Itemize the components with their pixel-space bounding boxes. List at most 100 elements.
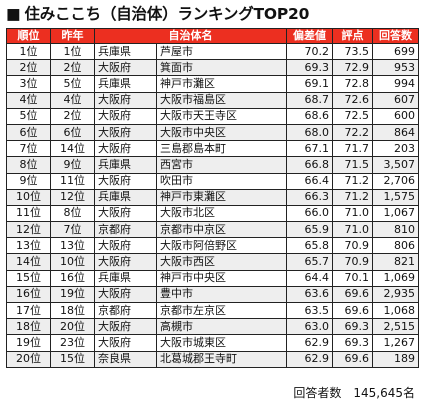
cell-deviation: 65.9 [286, 221, 333, 239]
cell-last-year: 16位 [50, 269, 95, 287]
cell-responses: 821 [372, 253, 419, 271]
table-header-row: 順位 昨年 自治体名 偏差値 評点 回答数 [6, 28, 419, 44]
cell-last-year: 8位 [50, 204, 95, 223]
cell-last-year: 5位 [50, 75, 95, 93]
cell-score: 73.5 [332, 42, 373, 61]
table-row: 16位 19位 大阪府 豊中市 63.6 69.6 2,935 [6, 285, 419, 304]
cell-municipality: 大阪市城東区 [156, 334, 287, 352]
table-row: 13位 13位 大阪府 大阪市阿倍野区 65.8 70.9 806 [6, 237, 419, 255]
cell-municipality: 箕面市 [156, 59, 287, 77]
table-row: 6位 6位 大阪府 大阪市中央区 68.0 72.2 864 [6, 123, 419, 142]
cell-responses: 607 [372, 91, 419, 109]
cell-deviation: 67.1 [286, 140, 333, 158]
cell-responses: 1,575 [372, 188, 419, 206]
cell-score: 71.2 [332, 188, 373, 206]
cell-rank: 16位 [6, 285, 51, 304]
cell-prefecture: 京都府 [94, 221, 157, 239]
table-row: 20位 15位 奈良県 北葛城郡王寺町 62.9 69.6 189 [6, 350, 419, 368]
header-last-year: 昨年 [50, 28, 95, 44]
cell-prefecture: 大阪府 [94, 140, 157, 158]
respondent-count-value: 145,645名 [353, 386, 415, 400]
cell-prefecture: 大阪府 [94, 204, 157, 223]
table-row: 9位 11位 大阪府 吹田市 66.4 71.2 2,706 [6, 172, 419, 190]
cell-last-year: 15位 [50, 350, 95, 368]
cell-municipality: 吹田市 [156, 172, 287, 190]
cell-municipality: 神戸市中央区 [156, 269, 287, 287]
table-row: 4位 4位 大阪府 大阪市福島区 68.7 72.6 607 [6, 91, 419, 109]
cell-prefecture: 兵庫県 [94, 269, 157, 287]
cell-last-year: 7位 [50, 221, 95, 239]
cell-last-year: 9位 [50, 156, 95, 174]
cell-deviation: 65.8 [286, 237, 333, 255]
cell-municipality: 神戸市東灘区 [156, 188, 287, 206]
cell-score: 71.5 [332, 156, 373, 174]
cell-score: 72.5 [332, 107, 373, 125]
cell-rank: 12位 [6, 221, 51, 239]
cell-rank: 19位 [6, 334, 51, 352]
cell-municipality: 京都市左京区 [156, 301, 287, 320]
cell-prefecture: 大阪府 [94, 59, 157, 77]
cell-municipality: 京都市中京区 [156, 221, 287, 239]
cell-deviation: 65.7 [286, 253, 333, 271]
header-rank: 順位 [6, 28, 51, 44]
cell-rank: 11位 [6, 204, 51, 223]
cell-last-year: 23位 [50, 334, 95, 352]
cell-responses: 1,069 [372, 269, 419, 287]
cell-prefecture: 大阪府 [94, 334, 157, 352]
cell-deviation: 62.9 [286, 334, 333, 352]
cell-score: 69.6 [332, 350, 373, 368]
table-row: 12位 7位 京都府 京都市中京区 65.9 71.0 810 [6, 221, 419, 239]
header-deviation: 偏差値 [286, 28, 333, 44]
cell-rank: 20位 [6, 350, 51, 368]
cell-municipality: 大阪市中央区 [156, 123, 287, 142]
respondent-count-label: 回答者数 [293, 386, 342, 400]
cell-municipality: 大阪市北区 [156, 204, 287, 223]
table-body: 1位 1位 兵庫県 芦屋市 70.2 73.5 699 2位 2位 大阪府 箕面市 69.3 72.9 9… [6, 42, 419, 368]
ranking-table: 順位 昨年 自治体名 偏差値 評点 回答数 1位 1位 兵庫県 芦屋市 70.2 73.5… [6, 28, 419, 368]
respondent-count: 回答者数 145,645名 [281, 384, 415, 401]
table-row: 8位 9位 兵庫県 西宮市 66.8 71.5 3,507 [6, 156, 419, 174]
cell-deviation: 69.3 [286, 59, 333, 77]
cell-rank: 14位 [6, 253, 51, 271]
cell-deviation: 62.9 [286, 350, 333, 368]
cell-score: 69.3 [332, 334, 373, 352]
cell-responses: 189 [372, 350, 419, 368]
cell-rank: 15位 [6, 269, 51, 287]
cell-last-year: 2位 [50, 59, 95, 77]
cell-score: 69.6 [332, 301, 373, 320]
cell-rank: 2位 [6, 59, 51, 77]
cell-prefecture: 奈良県 [94, 350, 157, 368]
cell-municipality: 北葛城郡王寺町 [156, 350, 287, 368]
cell-rank: 3位 [6, 75, 51, 93]
cell-score: 72.9 [332, 59, 373, 77]
cell-prefecture: 兵庫県 [94, 75, 157, 93]
cell-score: 71.0 [332, 204, 373, 223]
cell-rank: 10位 [6, 188, 51, 206]
cell-deviation: 63.0 [286, 318, 333, 336]
cell-score: 70.1 [332, 269, 373, 287]
cell-municipality: 大阪市天王寺区 [156, 107, 287, 125]
cell-municipality: 神戸市灘区 [156, 75, 287, 93]
cell-deviation: 68.6 [286, 107, 333, 125]
page-title: ■ 住みここち（自治体）ランキングTOP20 [6, 2, 309, 26]
table-row: 1位 1位 兵庫県 芦屋市 70.2 73.5 699 [6, 42, 419, 61]
cell-deviation: 68.0 [286, 123, 333, 142]
cell-prefecture: 大阪府 [94, 91, 157, 109]
cell-rank: 4位 [6, 91, 51, 109]
cell-deviation: 68.7 [286, 91, 333, 109]
cell-last-year: 19位 [50, 285, 95, 304]
table-row: 15位 16位 兵庫県 神戸市中央区 64.4 70.1 1,069 [6, 269, 419, 287]
cell-rank: 9位 [6, 172, 51, 190]
cell-score: 69.3 [332, 318, 373, 336]
cell-municipality: 高槻市 [156, 318, 287, 336]
cell-deviation: 66.3 [286, 188, 333, 206]
table-row: 17位 18位 京都府 京都市左京区 63.5 69.6 1,068 [6, 301, 419, 320]
cell-rank: 6位 [6, 123, 51, 142]
cell-last-year: 4位 [50, 91, 95, 109]
cell-municipality: 大阪市阿倍野区 [156, 237, 287, 255]
table-row: 3位 5位 兵庫県 神戸市灘区 69.1 72.8 994 [6, 75, 419, 93]
header-score: 評点 [332, 28, 373, 44]
cell-rank: 17位 [6, 301, 51, 320]
table-row: 14位 10位 大阪府 大阪市西区 65.7 70.9 821 [6, 253, 419, 271]
cell-deviation: 63.5 [286, 301, 333, 320]
